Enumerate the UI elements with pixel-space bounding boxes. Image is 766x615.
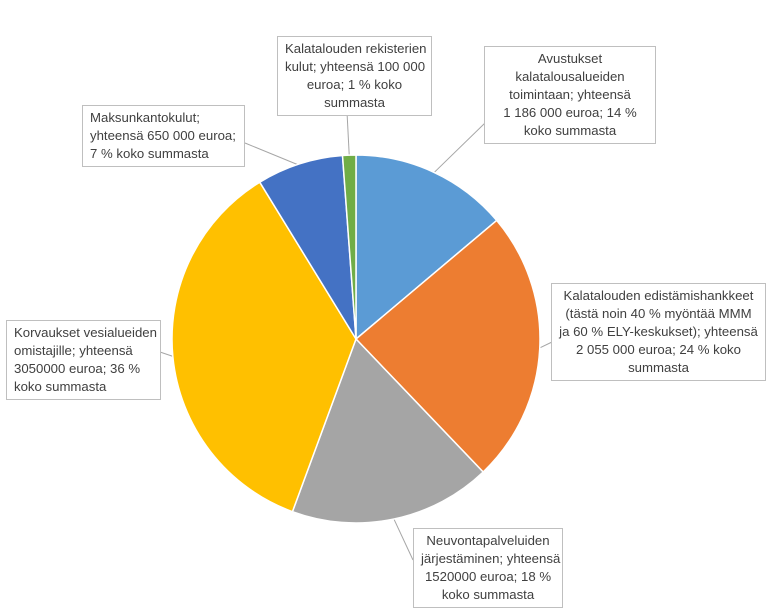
slice-label-korvaukset: Korvaukset vesialueiden omistajille; yht… — [6, 320, 161, 400]
label-line: koko summasta — [441, 587, 535, 602]
label-line: Neuvontapalveluiden — [426, 533, 550, 548]
label-line: 1 186 000 euroa; 14 % — [503, 105, 637, 120]
label-line: toimintaan; yhteensä — [509, 87, 631, 102]
slice-neuvontapalvelut — [291, 337, 485, 524]
leader-line-maksunkantokulut — [244, 142, 301, 167]
label-line: omistajille; yhteensä — [14, 343, 133, 358]
label-line: 1520000 euroa; 18 % — [424, 569, 552, 584]
label-line: 2 055 000 euroa; 24 % koko — [576, 342, 741, 357]
slice-label-neuvontapalvelut: Neuvontapalveluiden järjestäminen; yhtee… — [413, 528, 563, 608]
slice-label-edistamishankkeet: Kalatalouden edistämishankkeet (tästä no… — [551, 283, 766, 381]
label-line: 3050000 euroa; 36 % — [14, 361, 141, 376]
label-line: Kalatalouden edistämishankkeet — [563, 288, 754, 303]
label-line: summasta — [324, 95, 385, 110]
leader-line-neuvontapalvelut — [392, 517, 414, 561]
label-line: Kalatalouden rekisterien — [285, 41, 427, 56]
slice-avustukset — [355, 154, 498, 341]
label-line: 7 % koko summasta — [90, 146, 209, 161]
pie-slices — [171, 154, 541, 524]
slice-edistamishankkeet — [354, 219, 541, 474]
label-line: (tästä noin 40 % myöntää MMM — [565, 306, 752, 321]
label-line: ja 60 % ELY-keskukset); yhteensä — [559, 324, 758, 339]
label-line: kulut; yhteensä 100 000 — [285, 59, 426, 74]
label-line: Avustukset — [537, 51, 603, 66]
slice-label-avustukset: Avustukset kalatalousalueiden toimintaan… — [484, 46, 656, 144]
slice-label-rekisterikulut: Kalatalouden rekisterien kulut; yhteensä… — [277, 36, 432, 116]
leader-line-rekisterikulut — [346, 111, 350, 157]
leader-line-avustukset — [432, 122, 486, 175]
label-line: järjestäminen; yhteensä — [421, 551, 561, 566]
slice-label-maksunkantokulut: Maksunkantokulut; yhteensä 650 000 euroa… — [82, 105, 245, 167]
label-line: kalatalousalueiden — [515, 69, 625, 84]
label-line: Korvaukset vesialueiden — [14, 325, 157, 340]
slice-rekisterikulut — [341, 154, 357, 340]
label-line: yhteensä 650 000 euroa; — [90, 128, 236, 143]
label-line: euroa; 1 % koko — [306, 77, 403, 92]
leader-lines — [159, 111, 553, 561]
label-line: summasta — [628, 360, 689, 375]
label-line: koko summasta — [14, 379, 107, 394]
label-line: koko summasta — [523, 123, 617, 138]
label-line: Maksunkantokulut; — [90, 110, 200, 125]
